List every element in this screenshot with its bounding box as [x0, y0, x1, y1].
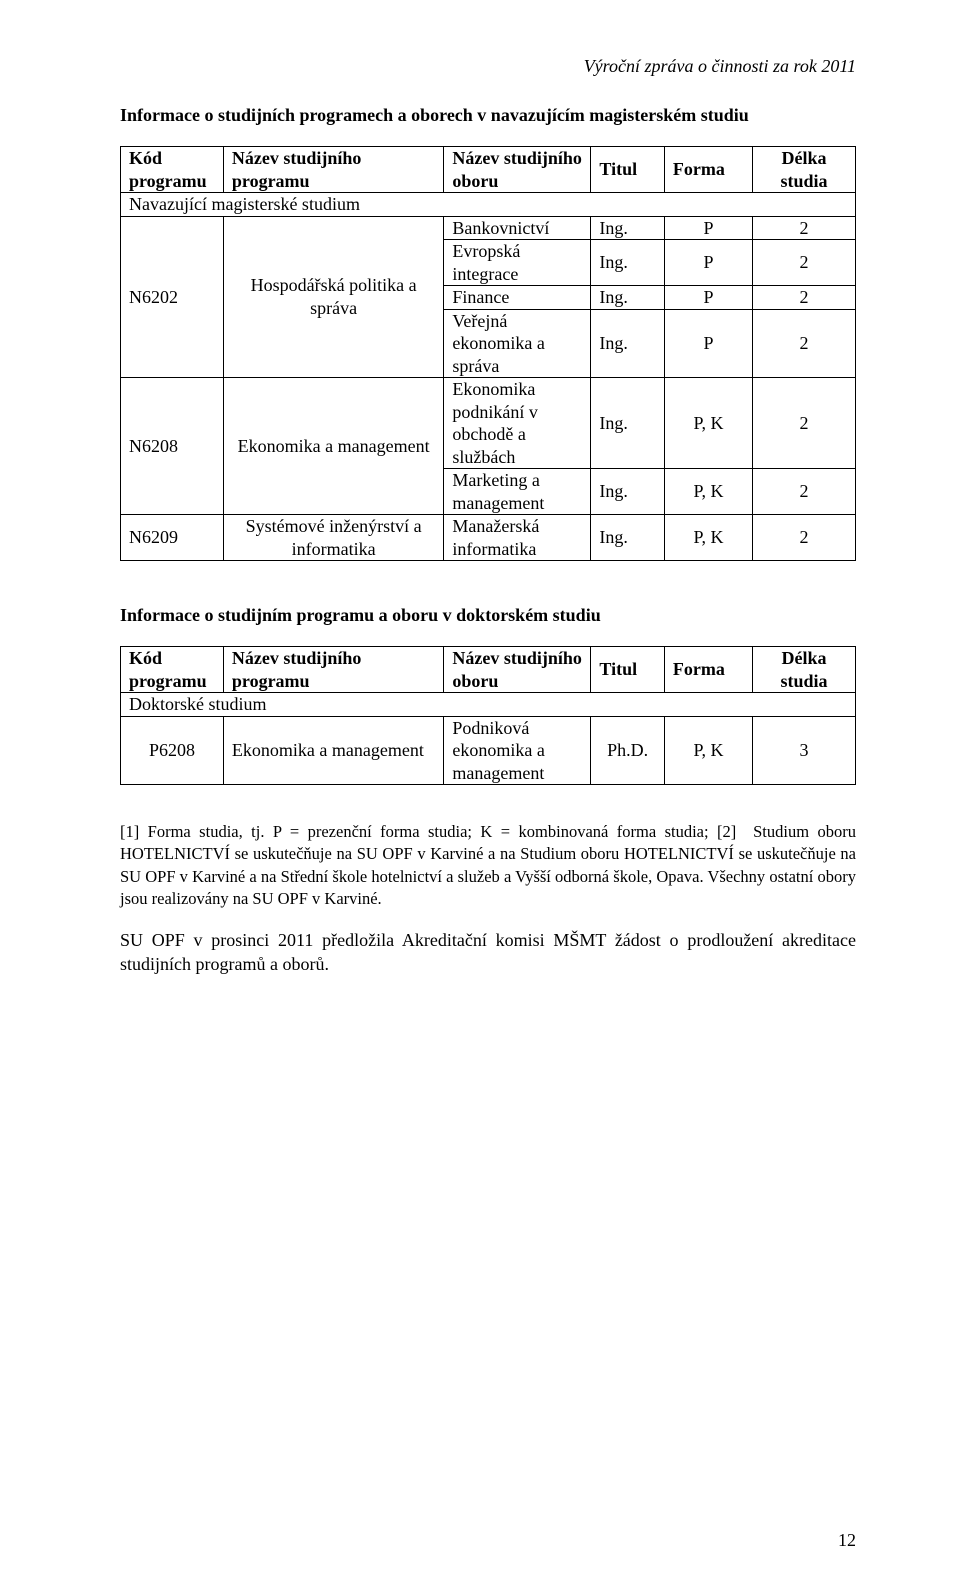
cell-kod: P6208 [121, 716, 224, 785]
cell-titul: Ing. [591, 286, 665, 310]
cell-delka: 2 [753, 469, 856, 515]
subhead-cell: Navazující magisterské studium [121, 193, 856, 217]
th-delka: Délka studia [753, 147, 856, 193]
cell-delka: 2 [753, 378, 856, 469]
cell-delka: 2 [753, 216, 856, 240]
footnote-2: SU OPF v prosinci 2011 předložila Akredi… [120, 928, 856, 977]
section1-title: Informace o studijních programech a obor… [120, 105, 856, 126]
table-row: P6208 Ekonomika a management Podniková e… [121, 716, 856, 785]
page: Výroční zpráva o činnosti za rok 2011 In… [0, 0, 960, 1579]
th-kod: Kód programu [121, 147, 224, 193]
th-obor: Název studijního oboru [444, 647, 591, 693]
cell-delka: 2 [753, 309, 856, 378]
cell-delka: 2 [753, 240, 856, 286]
cell-obor: Marketing a management [444, 469, 591, 515]
report-header: Výroční zpráva o činnosti za rok 2011 [120, 56, 856, 77]
section2-title: Informace o studijním programu a oboru v… [120, 605, 856, 626]
cell-forma: P, K [664, 378, 752, 469]
th-obor: Název studijního oboru [444, 147, 591, 193]
cell-titul: Ph.D. [591, 716, 665, 785]
cell-forma: P [664, 286, 752, 310]
cell-delka: 2 [753, 286, 856, 310]
cell-program: Systémové inženýrství a informatika [223, 515, 444, 561]
cell-forma: P, K [664, 515, 752, 561]
cell-program: Ekonomika a management [223, 378, 444, 515]
table-doktor: Kód programu Název studijního programu N… [120, 646, 856, 785]
table-subhead: Navazující magisterské studium [121, 193, 856, 217]
th-forma: Forma [664, 147, 752, 193]
cell-titul: Ing. [591, 240, 665, 286]
cell-program: Hospodářská politika a správa [223, 216, 444, 378]
cell-delka: 3 [753, 716, 856, 785]
table-row: N6202 Hospodářská politika a správa Bank… [121, 216, 856, 240]
th-delka: Délka studia [753, 647, 856, 693]
cell-obor: Ekonomika podnikání v obchodě a službách [444, 378, 591, 469]
table-header-row: Kód programu Název studijního programu N… [121, 147, 856, 193]
cell-titul: Ing. [591, 469, 665, 515]
cell-titul: Ing. [591, 515, 665, 561]
th-titul: Titul [591, 647, 665, 693]
table-magister: Kód programu Název studijního programu N… [120, 146, 856, 561]
cell-obor: Podniková ekonomika a management [444, 716, 591, 785]
th-prog: Název studijního programu [223, 147, 444, 193]
table-row: N6209 Systémové inženýrství a informatik… [121, 515, 856, 561]
table-row: N6208 Ekonomika a management Ekonomika p… [121, 378, 856, 469]
footnote-1: [1] Forma studia, tj. P = prezenční form… [120, 821, 856, 910]
cell-kod: N6209 [121, 515, 224, 561]
cell-forma: P [664, 240, 752, 286]
th-titul: Titul [591, 147, 665, 193]
cell-forma: P, K [664, 716, 752, 785]
th-kod: Kód programu [121, 647, 224, 693]
cell-forma: P, K [664, 469, 752, 515]
table-subhead: Doktorské studium [121, 693, 856, 717]
table-header-row: Kód programu Název studijního programu N… [121, 647, 856, 693]
cell-obor: Veřejná ekonomika a správa [444, 309, 591, 378]
cell-obor: Evropská integrace [444, 240, 591, 286]
cell-obor: Manažerská informatika [444, 515, 591, 561]
cell-obor: Finance [444, 286, 591, 310]
cell-kod: N6208 [121, 378, 224, 515]
page-number: 12 [838, 1530, 856, 1551]
cell-obor: Bankovnictví [444, 216, 591, 240]
th-forma: Forma [664, 647, 752, 693]
cell-titul: Ing. [591, 309, 665, 378]
cell-titul: Ing. [591, 378, 665, 469]
cell-forma: P [664, 309, 752, 378]
subhead-cell: Doktorské studium [121, 693, 856, 717]
cell-program: Ekonomika a management [223, 716, 444, 785]
cell-delka: 2 [753, 515, 856, 561]
cell-titul: Ing. [591, 216, 665, 240]
cell-kod: N6202 [121, 216, 224, 378]
th-prog: Název studijního programu [223, 647, 444, 693]
cell-forma: P [664, 216, 752, 240]
